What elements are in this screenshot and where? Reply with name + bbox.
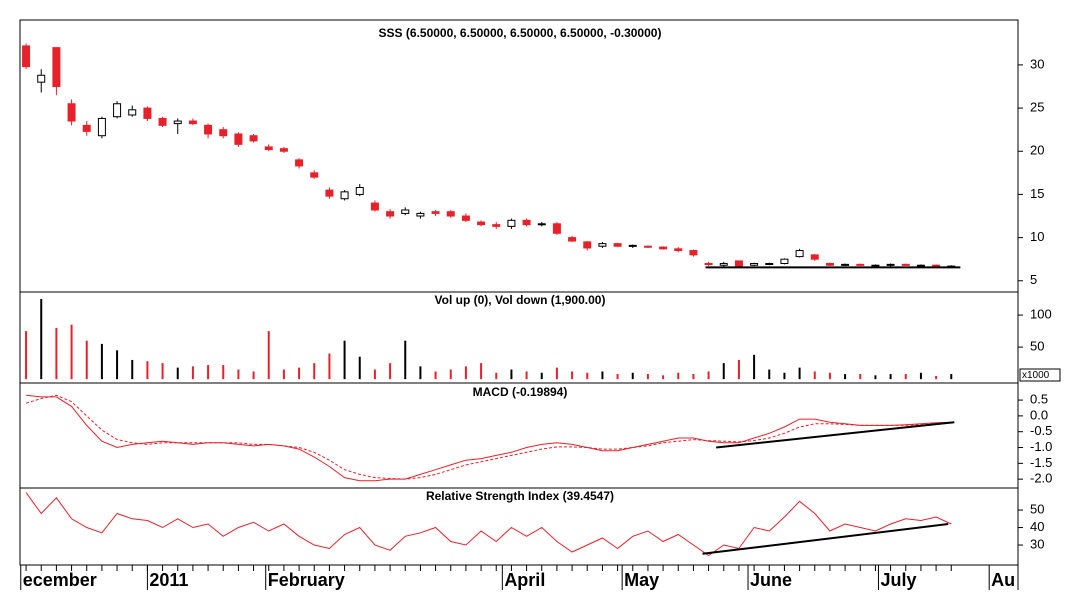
candle-body xyxy=(750,263,759,266)
y-tick-label: -1.5 xyxy=(1030,455,1052,470)
candle-body xyxy=(370,202,379,211)
y-tick-label: 100 xyxy=(1030,307,1052,322)
candle-body xyxy=(901,263,910,266)
candle-body xyxy=(113,103,122,118)
candle-body xyxy=(279,148,288,152)
candle-body xyxy=(295,159,304,167)
annotation: x1000 xyxy=(1022,370,1050,381)
x-tick-label: Au xyxy=(991,570,1015,590)
indicator-line xyxy=(25,394,952,480)
x-tick-label: July xyxy=(880,570,916,590)
y-tick-label: -2.0 xyxy=(1030,471,1052,486)
candle-body xyxy=(37,74,46,83)
candle-body xyxy=(583,241,592,249)
panel-title: MACD (-0.19894) xyxy=(473,385,568,399)
candle-body xyxy=(598,243,607,247)
y-tick-label: 20 xyxy=(1030,143,1044,158)
y-tick-label: 0.5 xyxy=(1030,392,1048,407)
candle-body xyxy=(173,120,182,125)
candle-body xyxy=(310,172,319,178)
x-tick-label: April xyxy=(504,570,545,590)
candle-body xyxy=(128,109,137,116)
candle-body xyxy=(780,258,789,265)
candle-body xyxy=(219,129,228,137)
x-tick-label: February xyxy=(268,570,345,590)
x-tick-label: ecember xyxy=(23,570,97,590)
candle-body xyxy=(492,224,501,227)
candle-body xyxy=(643,245,652,248)
indicator-line xyxy=(25,492,952,557)
candle-body xyxy=(143,107,152,119)
candle-body xyxy=(719,263,728,266)
candle-body xyxy=(204,124,213,135)
candle-body xyxy=(446,211,455,217)
y-tick-label: 40 xyxy=(1030,519,1044,534)
candle-body xyxy=(613,243,622,247)
candle-body xyxy=(97,117,106,137)
candle-body xyxy=(477,221,486,226)
y-tick-label: 50 xyxy=(1030,339,1044,354)
candle-body xyxy=(932,264,941,267)
candle-body xyxy=(522,219,531,226)
panel-title: Vol up (0), Vol down (1,900.00) xyxy=(435,293,606,307)
candle-body xyxy=(568,237,577,242)
candle-body xyxy=(355,187,364,195)
candle-body xyxy=(795,250,804,258)
y-tick-label: 30 xyxy=(1030,56,1044,71)
annotation-box xyxy=(1019,368,1061,382)
x-tick-label: June xyxy=(750,570,792,590)
candle-body xyxy=(704,263,713,266)
y-tick-label: 0.0 xyxy=(1030,407,1048,422)
candle-body xyxy=(765,263,774,266)
candle-body xyxy=(431,211,440,214)
y-tick-label: 5 xyxy=(1030,272,1037,287)
candle-body xyxy=(628,244,637,247)
candle-body xyxy=(401,209,410,214)
panel-title: SSS (6.50000, 6.50000, 6.50000, 6.50000,… xyxy=(379,26,662,40)
y-tick-label: -1.0 xyxy=(1030,439,1052,454)
candle-body xyxy=(386,211,395,217)
candle-body xyxy=(416,212,425,217)
candle-body xyxy=(689,250,698,256)
candle-body xyxy=(552,223,561,234)
candle-body xyxy=(264,146,273,151)
candle-body xyxy=(841,263,850,266)
candle-body xyxy=(871,264,880,267)
candle-body xyxy=(734,260,743,268)
y-tick-label: 50 xyxy=(1030,501,1044,516)
candle-body xyxy=(537,223,546,226)
y-tick-label: -0.5 xyxy=(1030,423,1052,438)
y-tick-label: 30 xyxy=(1030,536,1044,551)
candle-body xyxy=(82,124,91,132)
candle-body xyxy=(810,254,819,260)
candle-body xyxy=(825,263,834,266)
x-tick-label: May xyxy=(624,570,659,590)
candle-body xyxy=(659,246,668,250)
x-tick-label: 2011 xyxy=(149,570,188,590)
candle-body xyxy=(886,263,895,266)
candle-body xyxy=(249,135,258,142)
candle-body xyxy=(325,189,334,197)
trendline xyxy=(702,523,949,555)
panel-title: Relative Strength Index (39.4547) xyxy=(426,489,614,503)
candle-body xyxy=(188,120,197,125)
candle-body xyxy=(52,47,61,87)
y-tick-label: 15 xyxy=(1030,186,1044,201)
candle-body xyxy=(461,215,470,221)
y-tick-label: 10 xyxy=(1030,229,1044,244)
candle-body xyxy=(856,263,865,266)
candle-body xyxy=(340,191,349,200)
candle-body xyxy=(22,45,31,68)
candle-body xyxy=(234,133,243,145)
candle-body xyxy=(674,248,683,252)
candle-body xyxy=(158,117,167,126)
y-tick-label: 25 xyxy=(1030,100,1044,115)
candle-body xyxy=(916,264,925,267)
candle-body xyxy=(67,103,76,122)
trendline xyxy=(716,421,955,449)
candle-body xyxy=(507,219,516,227)
